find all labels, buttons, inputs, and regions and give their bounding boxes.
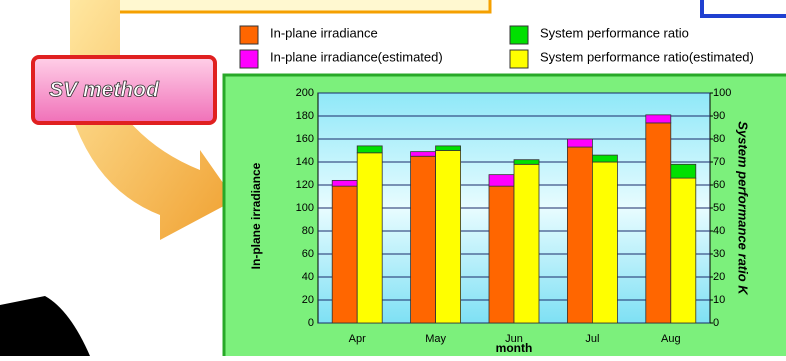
y-tick-label: 40 bbox=[302, 271, 314, 283]
bar bbox=[671, 178, 696, 323]
legend-label: In-plane irradiance(estimated) bbox=[270, 49, 443, 64]
header-box bbox=[702, 0, 786, 16]
y-tick-label: 160 bbox=[296, 133, 314, 145]
y-axis-label: In-plane irradiance bbox=[249, 162, 263, 269]
y2-tick-label: 10 bbox=[713, 294, 725, 306]
y2-tick-label: 30 bbox=[713, 248, 725, 260]
y2-axis-label: System performance ratio K bbox=[736, 121, 751, 296]
x-tick-label: Jun bbox=[505, 333, 523, 345]
button-label: SV method bbox=[49, 79, 160, 102]
bar bbox=[567, 147, 592, 323]
bar bbox=[357, 153, 382, 323]
legend-label: System performance ratio(estimated) bbox=[540, 49, 754, 64]
x-tick-label: Jul bbox=[585, 333, 599, 345]
bar bbox=[671, 164, 696, 178]
legend-swatch bbox=[240, 26, 258, 44]
bar bbox=[411, 156, 436, 323]
bar bbox=[646, 123, 671, 323]
slide: SV method In-plane irradiance System per… bbox=[0, 0, 786, 356]
bar bbox=[332, 186, 357, 323]
y-tick-label: 120 bbox=[296, 179, 314, 191]
y2-tick-label: 0 bbox=[713, 317, 719, 329]
y2-tick-label: 40 bbox=[713, 225, 725, 237]
legend-swatch bbox=[510, 26, 528, 44]
bar bbox=[411, 152, 436, 157]
x-tick-label: Aug bbox=[661, 333, 681, 345]
bar bbox=[514, 164, 539, 323]
legend-swatch bbox=[240, 50, 258, 68]
y-tick-label: 20 bbox=[302, 294, 314, 306]
y2-tick-label: 80 bbox=[713, 133, 725, 145]
bar bbox=[357, 146, 382, 153]
bar bbox=[646, 115, 671, 123]
y-tick-label: 140 bbox=[296, 156, 314, 168]
bar bbox=[514, 160, 539, 165]
y-tick-label: 180 bbox=[296, 110, 314, 122]
y-tick-label: 200 bbox=[296, 87, 314, 99]
bar bbox=[489, 175, 514, 187]
bar bbox=[332, 180, 357, 186]
decoration bbox=[0, 296, 90, 356]
bar bbox=[436, 146, 461, 151]
y-tick-label: 80 bbox=[302, 225, 314, 237]
y-tick-label: 0 bbox=[308, 317, 314, 329]
bar bbox=[489, 186, 514, 323]
x-tick-label: May bbox=[425, 333, 446, 345]
legend-label: In-plane irradiance bbox=[270, 25, 378, 40]
y2-tick-label: 70 bbox=[713, 156, 725, 168]
x-tick-label: Apr bbox=[349, 333, 366, 345]
y-tick-label: 60 bbox=[302, 248, 314, 260]
y2-tick-label: 50 bbox=[713, 202, 725, 214]
y2-tick-label: 90 bbox=[713, 110, 725, 122]
bar bbox=[592, 155, 617, 162]
legend-label: System performance ratio bbox=[540, 25, 689, 40]
y2-tick-label: 60 bbox=[713, 179, 725, 191]
y2-tick-label: 20 bbox=[713, 271, 725, 283]
y2-tick-label: 100 bbox=[713, 87, 731, 99]
bar bbox=[567, 139, 592, 147]
bar bbox=[436, 151, 461, 324]
legend-swatch bbox=[510, 50, 528, 68]
y-tick-label: 100 bbox=[296, 202, 314, 214]
bar bbox=[592, 162, 617, 323]
header-bar bbox=[95, 0, 490, 12]
